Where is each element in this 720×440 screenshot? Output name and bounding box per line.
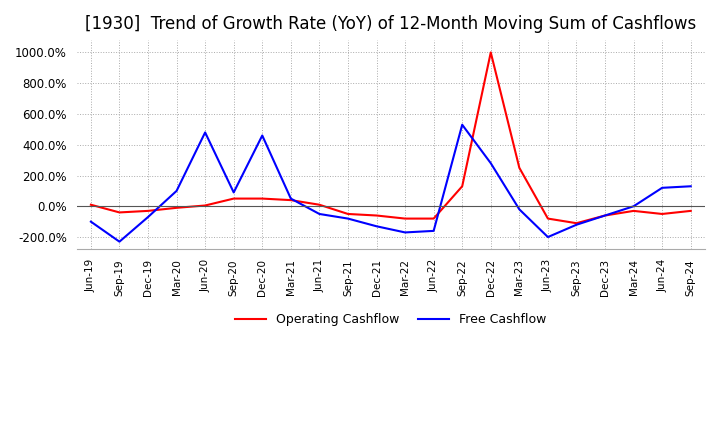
Free Cashflow <box>258 133 266 138</box>
Free Cashflow <box>144 214 153 220</box>
Title: [1930]  Trend of Growth Rate (YoY) of 12-Month Moving Sum of Cashflows: [1930] Trend of Growth Rate (YoY) of 12-… <box>85 15 696 33</box>
Operating Cashflow <box>86 202 95 207</box>
Legend: Operating Cashflow, Free Cashflow: Operating Cashflow, Free Cashflow <box>230 308 552 331</box>
Free Cashflow <box>343 216 352 221</box>
Operating Cashflow <box>686 208 695 213</box>
Free Cashflow <box>287 196 295 201</box>
Free Cashflow <box>86 219 95 224</box>
Line: Operating Cashflow: Operating Cashflow <box>91 52 690 223</box>
Line: Free Cashflow: Free Cashflow <box>91 125 690 242</box>
Free Cashflow <box>315 211 324 216</box>
Operating Cashflow <box>629 208 638 213</box>
Free Cashflow <box>201 130 210 135</box>
Free Cashflow <box>515 207 523 212</box>
Free Cashflow <box>487 161 495 166</box>
Free Cashflow <box>230 190 238 195</box>
Free Cashflow <box>115 239 124 244</box>
Free Cashflow <box>372 224 381 229</box>
Free Cashflow <box>629 204 638 209</box>
Operating Cashflow <box>458 183 467 189</box>
Free Cashflow <box>429 228 438 234</box>
Free Cashflow <box>572 222 581 227</box>
Operating Cashflow <box>544 216 552 221</box>
Operating Cashflow <box>600 213 609 218</box>
Operating Cashflow <box>258 196 266 201</box>
Free Cashflow <box>458 122 467 127</box>
Operating Cashflow <box>201 203 210 208</box>
Operating Cashflow <box>144 208 153 213</box>
Operating Cashflow <box>401 216 410 221</box>
Operating Cashflow <box>487 50 495 55</box>
Operating Cashflow <box>429 216 438 221</box>
Free Cashflow <box>686 183 695 189</box>
Operating Cashflow <box>515 165 523 170</box>
Operating Cashflow <box>572 220 581 226</box>
Operating Cashflow <box>658 211 667 216</box>
Operating Cashflow <box>315 202 324 207</box>
Operating Cashflow <box>172 205 181 210</box>
Free Cashflow <box>600 213 609 218</box>
Operating Cashflow <box>343 211 352 216</box>
Free Cashflow <box>172 188 181 194</box>
Free Cashflow <box>401 230 410 235</box>
Operating Cashflow <box>372 213 381 218</box>
Free Cashflow <box>658 185 667 191</box>
Operating Cashflow <box>287 198 295 203</box>
Operating Cashflow <box>230 196 238 201</box>
Free Cashflow <box>544 235 552 240</box>
Operating Cashflow <box>115 210 124 215</box>
